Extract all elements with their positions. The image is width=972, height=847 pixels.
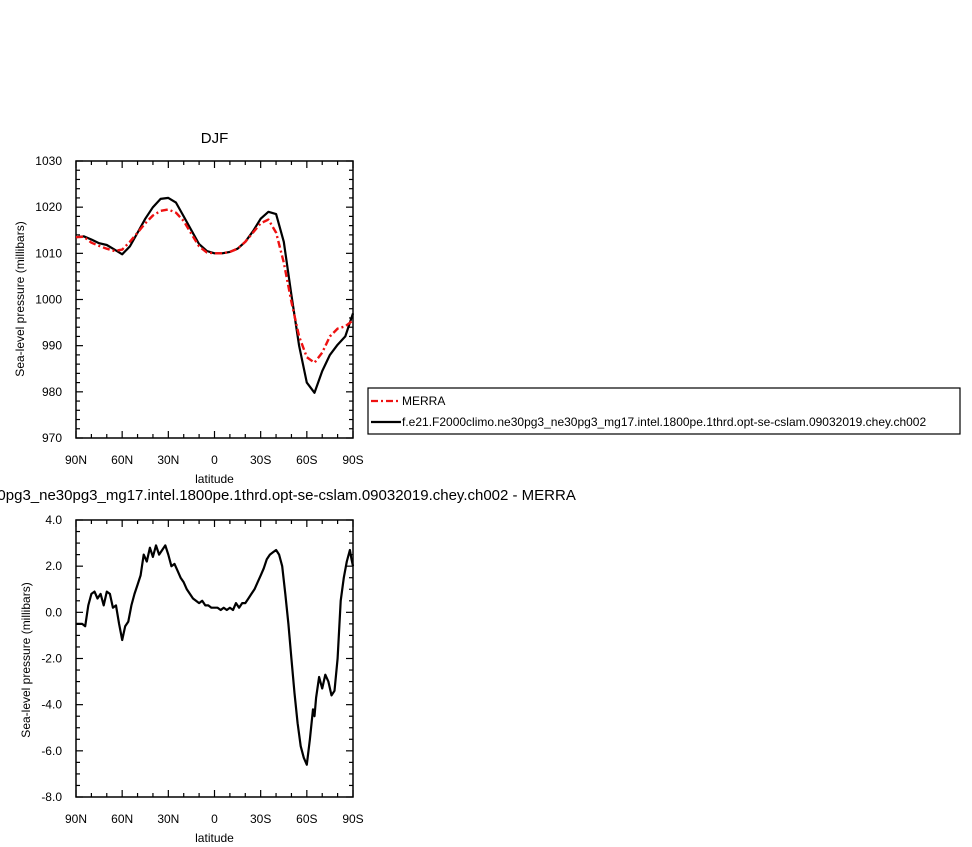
x-tick-label: 90S [342, 453, 363, 467]
x-tick-label: 30N [157, 453, 179, 467]
x-tick-label: 90N [65, 453, 87, 467]
x-tick-label: 60N [111, 453, 133, 467]
plot-frame [75, 519, 354, 798]
y-tick-label: 1020 [35, 200, 62, 214]
x-tick-label: 30S [250, 453, 271, 467]
y-tick-label: 1030 [35, 154, 62, 168]
y-axis-label: Sea-level pressure (millibars) [13, 221, 27, 376]
chart-title: f.e21.F2000climo.ne30pg3_ne30pg3_mg17.in… [0, 487, 576, 504]
x-axis-label: latitude [195, 831, 234, 845]
legend-box [367, 387, 961, 435]
y-tick-label: -8.0 [41, 790, 62, 804]
x-tick-label: 30N [157, 812, 179, 826]
x-tick-label: 90S [342, 812, 363, 826]
y-axis-label: Sea-level pressure (millibars) [19, 582, 33, 737]
y-tick-label: -2.0 [41, 652, 62, 666]
y-tick-label: 970 [42, 431, 62, 445]
series-line-0 [75, 208, 354, 364]
series-line-0 [76, 544, 355, 766]
y-tick-label: -4.0 [41, 698, 62, 712]
chart-title: DJF [201, 130, 229, 147]
series-line-1 [75, 196, 355, 394]
x-tick-label: 0 [211, 453, 218, 467]
y-tick-label: 1010 [35, 246, 62, 260]
legend-entry: f.e21.F2000climo.ne30pg3_ne30pg3_mg17.in… [402, 415, 926, 429]
y-tick-label: 0.0 [45, 605, 62, 619]
legend-entry: MERRA [402, 394, 445, 408]
x-tick-label: 60N [111, 812, 133, 826]
y-tick-label: 4.0 [45, 513, 62, 527]
x-tick-label: 60S [296, 812, 317, 826]
x-tick-label: 0 [211, 812, 218, 826]
y-tick-label: 1000 [35, 293, 62, 307]
x-axis-label: latitude [195, 472, 234, 486]
x-tick-label: 30S [250, 812, 271, 826]
plot-frame [75, 160, 354, 439]
x-tick-label: 60S [296, 453, 317, 467]
y-tick-label: 2.0 [45, 559, 62, 573]
y-tick-label: 990 [42, 339, 62, 353]
y-tick-label: -6.0 [41, 744, 62, 758]
y-tick-label: 980 [42, 385, 62, 399]
x-tick-label: 90N [65, 812, 87, 826]
